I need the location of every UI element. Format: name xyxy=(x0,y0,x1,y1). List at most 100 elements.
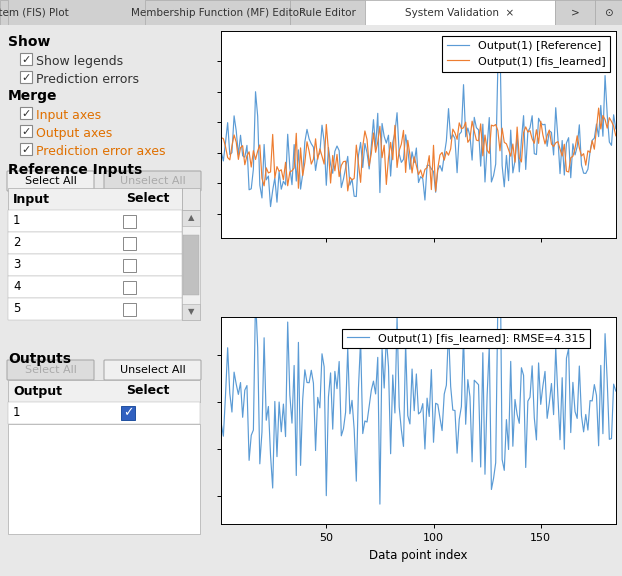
Text: 1: 1 xyxy=(13,214,21,228)
Text: Outputs: Outputs xyxy=(8,352,71,366)
Output(1) [fis_learned]: RMSE=4.315: (127, -9.32): RMSE=4.315: (127, -9.32) xyxy=(488,486,495,493)
Text: ✓: ✓ xyxy=(21,55,30,65)
Line: Output(1) [fis_learned]: RMSE=4.315: Output(1) [fis_learned]: RMSE=4.315 xyxy=(221,235,616,504)
Bar xyxy=(182,304,200,320)
Text: ▲: ▲ xyxy=(188,214,194,222)
Text: Unselect All: Unselect All xyxy=(119,176,185,186)
Bar xyxy=(0,0,8,25)
Text: ✓: ✓ xyxy=(21,109,30,119)
Bar xyxy=(145,0,290,25)
Text: Select: Select xyxy=(126,192,169,206)
Bar xyxy=(182,210,200,226)
Bar xyxy=(20,53,32,65)
Legend: Output(1) [Reference], Output(1) [fis_learned]: Output(1) [Reference], Output(1) [fis_le… xyxy=(442,36,610,71)
Line: Output(1) [fis_learned]: Output(1) [fis_learned] xyxy=(221,108,616,191)
Output(1) [fis_learned]: RMSE=4.315: (185, 1.13): RMSE=4.315: (185, 1.13) xyxy=(612,388,620,395)
Output(1) [Reference] xyxy=(282,181,289,188)
Text: Select All: Select All xyxy=(24,176,77,186)
X-axis label: Data point index: Data point index xyxy=(369,549,468,562)
Output(1) [fis_learned]: RMSE=4.315: (40, 3.38): RMSE=4.315: (40, 3.38) xyxy=(301,366,309,373)
Text: ▼: ▼ xyxy=(188,308,194,316)
Y-axis label: Output(1) Error
[fis_learned]: Output(1) Error [fis_learned] xyxy=(157,375,185,466)
Bar xyxy=(8,276,182,298)
Output(1) [fis_learned] xyxy=(280,176,287,183)
FancyBboxPatch shape xyxy=(7,360,94,380)
Bar xyxy=(595,0,622,25)
Output(1) [fis_learned]: RMSE=4.315: (41, 2.03): RMSE=4.315: (41, 2.03) xyxy=(304,379,311,386)
Text: >: > xyxy=(570,7,579,17)
Bar xyxy=(123,281,136,294)
Text: ✓: ✓ xyxy=(21,73,30,83)
Output(1) [fis_learned]: RMSE=4.315: (79, 3.72): RMSE=4.315: (79, 3.72) xyxy=(385,363,392,370)
Bar xyxy=(8,232,182,254)
FancyBboxPatch shape xyxy=(104,360,201,380)
Text: Output axes: Output axes xyxy=(36,127,112,140)
Bar xyxy=(8,380,200,402)
Bar xyxy=(8,424,200,534)
Text: 2: 2 xyxy=(13,237,21,249)
Output(1) [fis_learned] xyxy=(488,122,495,128)
Output(1) [fis_learned]: RMSE=4.315: (155, 1.93): RMSE=4.315: (155, 1.93) xyxy=(548,380,555,387)
Output(1) [Reference] xyxy=(267,203,274,210)
Bar xyxy=(8,210,182,232)
Bar xyxy=(123,237,136,249)
Output(1) [fis_learned] xyxy=(432,188,439,195)
Text: Show: Show xyxy=(8,35,50,49)
Output(1) [fis_learned]: RMSE=4.315: (75, -10.9): RMSE=4.315: (75, -10.9) xyxy=(376,501,384,507)
Output(1) [fis_learned] xyxy=(595,105,602,112)
Text: Input axes: Input axes xyxy=(36,109,101,122)
Text: Membership Function (MF) Editor: Membership Function (MF) Editor xyxy=(131,7,304,17)
Bar xyxy=(182,188,200,210)
Bar xyxy=(20,125,32,137)
Output(1) [fis_learned] xyxy=(304,138,311,145)
Bar xyxy=(123,259,136,271)
Text: Input: Input xyxy=(13,192,50,206)
Output(1) [fis_learned] xyxy=(545,127,553,134)
Bar xyxy=(290,0,365,25)
Output(1) [fis_learned] xyxy=(301,159,309,166)
Text: ≡  <  e System (FIS) Plot: ≡ < e System (FIS) Plot xyxy=(0,7,68,17)
Bar xyxy=(8,402,200,424)
Output(1) [Reference] xyxy=(305,135,313,142)
Bar xyxy=(183,235,199,295)
Output(1) [fis_learned]: RMSE=4.315: (30, -0.257): RMSE=4.315: (30, -0.257) xyxy=(280,401,287,408)
Text: 3: 3 xyxy=(13,259,21,271)
Output(1) [Reference] xyxy=(385,132,392,139)
Text: ⊙: ⊙ xyxy=(604,7,613,17)
Output(1) [fis_learned] xyxy=(612,132,620,139)
Text: 1: 1 xyxy=(13,407,21,419)
FancyBboxPatch shape xyxy=(104,171,201,191)
Text: ✓: ✓ xyxy=(21,145,30,155)
Text: System Validation  ×: System Validation × xyxy=(406,7,514,17)
Text: Output: Output xyxy=(13,385,62,397)
Output(1) [Reference] xyxy=(612,126,620,132)
Text: Reference Inputs: Reference Inputs xyxy=(8,163,142,177)
Output(1) [fis_learned]: RMSE=4.315: (1, -2.32): RMSE=4.315: (1, -2.32) xyxy=(218,420,225,427)
Output(1) [Reference] xyxy=(218,149,225,156)
Text: Prediction error axes: Prediction error axes xyxy=(36,145,165,158)
Text: Rule Editor: Rule Editor xyxy=(299,7,356,17)
Text: Show legends: Show legends xyxy=(36,55,123,68)
Text: 4: 4 xyxy=(13,281,21,294)
Output(1) [fis_learned] xyxy=(218,134,225,141)
Text: Select: Select xyxy=(126,385,169,397)
Bar xyxy=(8,254,182,276)
Output(1) [fis_learned] xyxy=(383,181,390,188)
Text: Select All: Select All xyxy=(24,365,77,375)
Text: ✓: ✓ xyxy=(123,407,133,419)
Bar xyxy=(20,107,32,119)
Bar xyxy=(365,0,555,25)
Output(1) [Reference] xyxy=(304,126,311,133)
Text: ✓: ✓ xyxy=(21,127,30,137)
Output(1) [Reference] xyxy=(496,40,504,47)
Bar xyxy=(182,210,200,320)
Line: Output(1) [Reference]: Output(1) [Reference] xyxy=(221,43,616,207)
Bar xyxy=(8,298,182,320)
Bar xyxy=(8,188,182,210)
Bar xyxy=(123,214,136,228)
Output(1) [Reference] xyxy=(548,129,555,136)
Text: Unselect All: Unselect All xyxy=(119,365,185,375)
Bar xyxy=(20,71,32,83)
Output(1) [fis_learned]: RMSE=4.315: (131, 17.7): RMSE=4.315: (131, 17.7) xyxy=(496,232,504,238)
Bar xyxy=(123,302,136,316)
